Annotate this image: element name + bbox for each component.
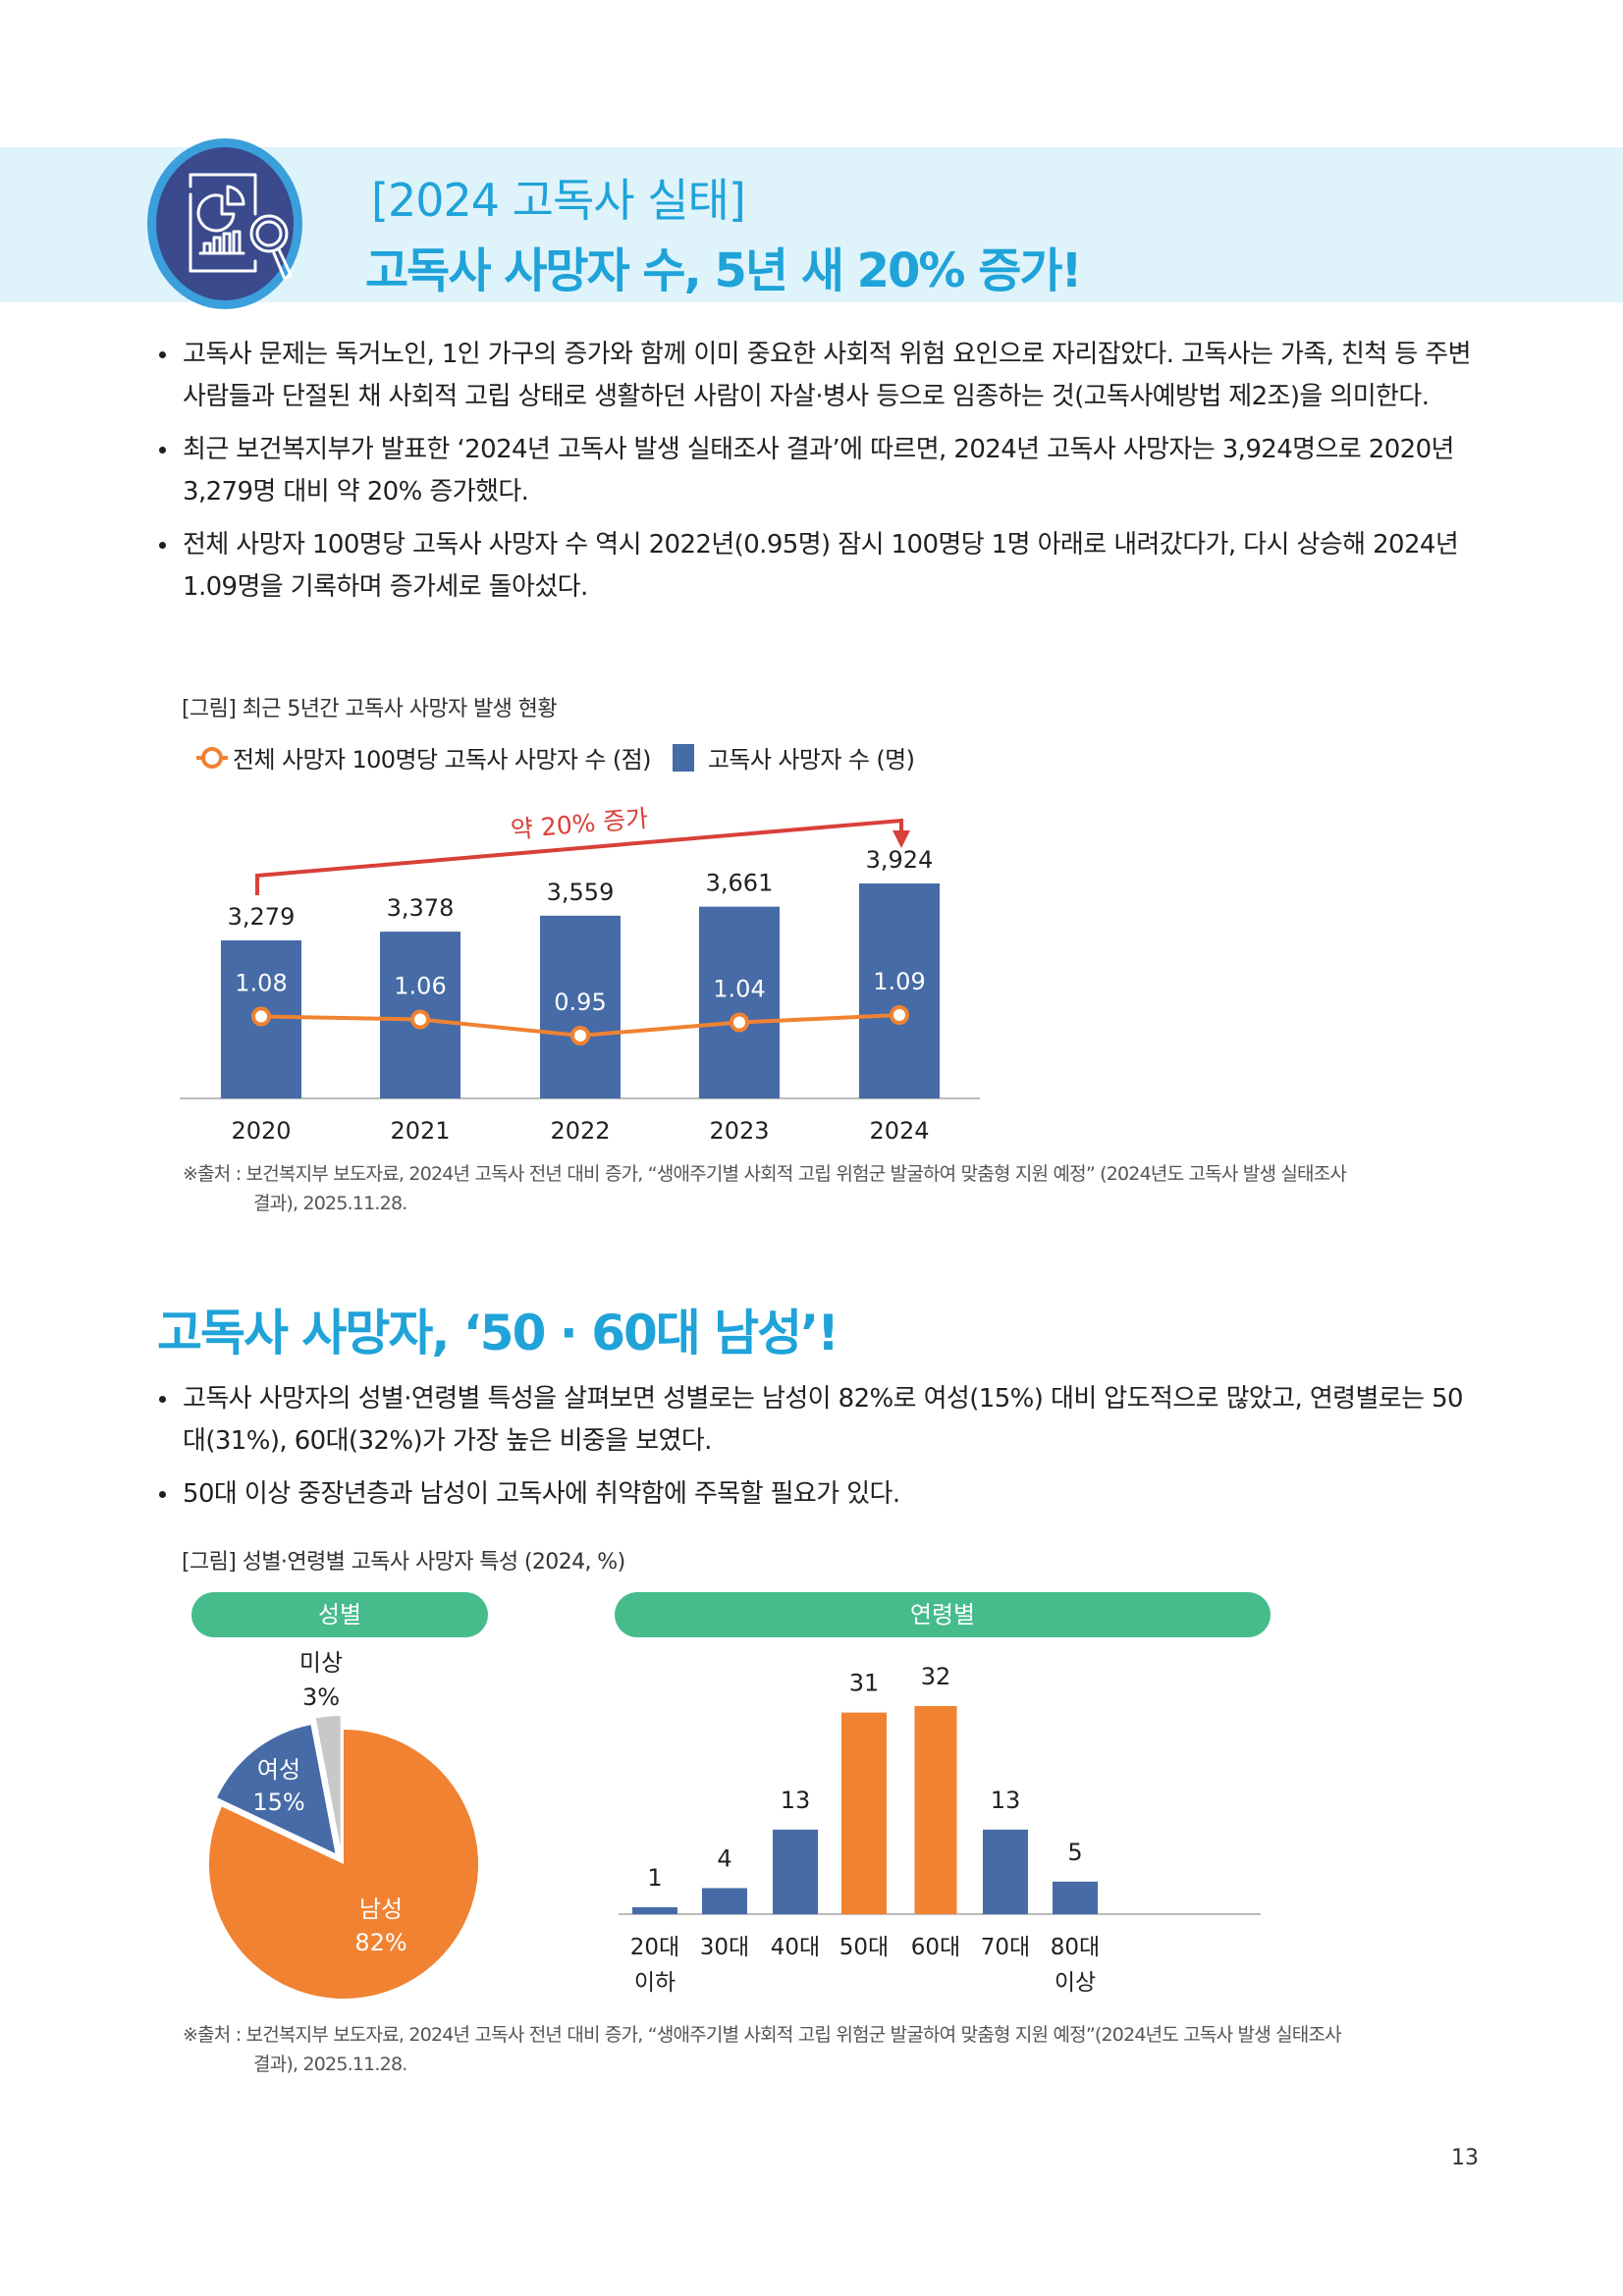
svg-text:60대: 60대 (911, 1935, 960, 1960)
bar (1053, 1881, 1098, 1914)
page-title: 고독사 사망자 수, 5년 새 20% 증가! (365, 243, 1082, 298)
bar (914, 1706, 957, 1914)
increase-arrow-icon (255, 818, 910, 895)
age-pill: 연령별 (615, 1592, 1271, 1637)
line-marker-icon (196, 746, 228, 769)
svg-text:이상: 이상 (1055, 1970, 1096, 1996)
svg-text:40대: 40대 (771, 1935, 820, 1960)
line-point (730, 1012, 749, 1033)
gender-pill: 성별 (191, 1592, 488, 1637)
pie-slice (209, 1730, 478, 1999)
bar (841, 1712, 887, 1914)
bullet-text: 전체 사망자 100명당 고독사 사망자 수 역시 2022년(0.95명) 잠… (157, 524, 1478, 609)
svg-text:50대: 50대 (839, 1935, 889, 1960)
svg-text:1.04: 1.04 (713, 976, 765, 1003)
svg-text:70대: 70대 (981, 1935, 1030, 1960)
deaths-chart: 약 20% 증가 3,279 2020 3,378 2021 3,559 2022 3,66… (0, 785, 1623, 1158)
svg-text:2020: 2020 (231, 1117, 291, 1145)
bar (702, 1888, 747, 1914)
svg-text:82%: 82% (354, 1929, 406, 1956)
source-line: 결과), 2025.11.28. (253, 1193, 407, 1214)
bullet-text: 50대 이상 중장년층과 남성이 고독사에 취약함에 주목할 필요가 있다. (157, 1473, 1478, 1516)
svg-text:32: 32 (921, 1663, 951, 1690)
source-line: 결과), 2025.11.28. (253, 2054, 407, 2075)
svg-text:1.08: 1.08 (235, 970, 287, 997)
source-line: ※출처 : 보건복지부 보도자료, 2024년 고독사 전년 대비 증가, “생… (183, 1163, 1347, 1185)
line-point (890, 1005, 909, 1025)
source-line: ※출처 : 보건복지부 보도자료, 2024년 고독사 전년 대비 증가, “생… (183, 2024, 1342, 2046)
bar (773, 1829, 818, 1914)
bar (632, 1907, 677, 1914)
svg-text:2021: 2021 (390, 1117, 450, 1145)
svg-text:2024: 2024 (869, 1117, 929, 1145)
svg-text:80대: 80대 (1051, 1935, 1100, 1960)
svg-text:3,279: 3,279 (228, 903, 296, 931)
svg-text:13: 13 (781, 1787, 811, 1814)
svg-text:2023: 2023 (709, 1117, 769, 1145)
svg-text:1: 1 (647, 1864, 662, 1892)
gender-pie-chart: 남성 82% 여성 15% 미상 3% (187, 1649, 501, 2012)
svg-text:3%: 3% (302, 1683, 340, 1711)
figure-caption: [그림] 최근 5년간 고독사 사망자 발생 현황 (182, 697, 558, 721)
bar (699, 906, 780, 1098)
svg-text:여성: 여성 (257, 1756, 300, 1784)
svg-text:2022: 2022 (550, 1117, 610, 1145)
line-point (570, 1026, 590, 1045)
page-number: 13 (1451, 2146, 1479, 2170)
bar (983, 1829, 1028, 1914)
section-title: 고독사 사망자, ‘50 · 60대 남성’! (157, 1305, 839, 1362)
svg-text:15%: 15% (252, 1789, 304, 1816)
svg-text:이하: 이하 (634, 1970, 676, 1996)
bar (540, 915, 621, 1098)
legend-bar-label: 고독사 사망자 수 (명) (707, 746, 915, 774)
svg-text:20대: 20대 (630, 1935, 679, 1960)
section2-bullets: 고독사 사망자의 성별·연령별 특성을 살펴보면 성별로는 남성이 82%로 여… (157, 1378, 1478, 1526)
svg-text:3,661: 3,661 (706, 870, 774, 897)
svg-text:3,378: 3,378 (387, 894, 455, 922)
svg-text:약 20% 증가: 약 20% 증가 (510, 804, 649, 844)
line-point (410, 1009, 430, 1030)
svg-text:31: 31 (849, 1670, 880, 1697)
svg-text:13: 13 (991, 1787, 1021, 1814)
bullet-text: 최근 보건복지부가 발표한 ‘2024년 고독사 발생 실태조사 결과’에 따르… (157, 429, 1478, 513)
section1-bullets: 고독사 문제는 독거노인, 1인 가구의 증가와 함께 이미 중요한 사회적 위… (157, 334, 1478, 619)
svg-text:미상: 미상 (299, 1649, 343, 1677)
svg-text:1.06: 1.06 (394, 973, 446, 1000)
page-title-prefix: [2024 고독사 실태] (371, 174, 746, 227)
svg-text:5: 5 (1067, 1839, 1082, 1866)
bullet-text: 고독사 사망자의 성별·연령별 특성을 살펴보면 성별로는 남성이 82%로 여… (157, 1378, 1478, 1463)
bullet-text: 고독사 문제는 독거노인, 1인 가구의 증가와 함께 이미 중요한 사회적 위… (157, 334, 1478, 418)
svg-text:30대: 30대 (700, 1935, 749, 1960)
svg-text:4: 4 (717, 1845, 731, 1873)
pie-slice (315, 1716, 341, 1847)
line-point (251, 1006, 271, 1027)
svg-text:0.95: 0.95 (554, 988, 606, 1016)
figure-caption: [그림] 성별·연령별 고독사 사망자 특성 (2024, %) (182, 1550, 625, 1575)
svg-text:남성: 남성 (359, 1896, 403, 1923)
bar (859, 883, 940, 1098)
svg-text:3,559: 3,559 (547, 879, 615, 906)
report-magnifier-icon (145, 135, 304, 312)
source-note: ※출처 : 보건복지부 보도자료, 2024년 고독사 전년 대비 증가, “생… (183, 1159, 1347, 1218)
bar-swatch-icon (672, 743, 694, 772)
source-note: ※출처 : 보건복지부 보도자료, 2024년 고독사 전년 대비 증가, “생… (183, 2020, 1342, 2079)
svg-text:1.09: 1.09 (873, 968, 925, 995)
pie-slice (217, 1725, 336, 1853)
svg-text:3,924: 3,924 (866, 846, 934, 874)
legend-line-label: 전체 사망자 100명당 고독사 사망자 수 (점) (233, 746, 652, 774)
chart-legend: 전체 사망자 100명당 고독사 사망자 수 (점) 고독사 사망자 수 (명) (196, 740, 915, 774)
